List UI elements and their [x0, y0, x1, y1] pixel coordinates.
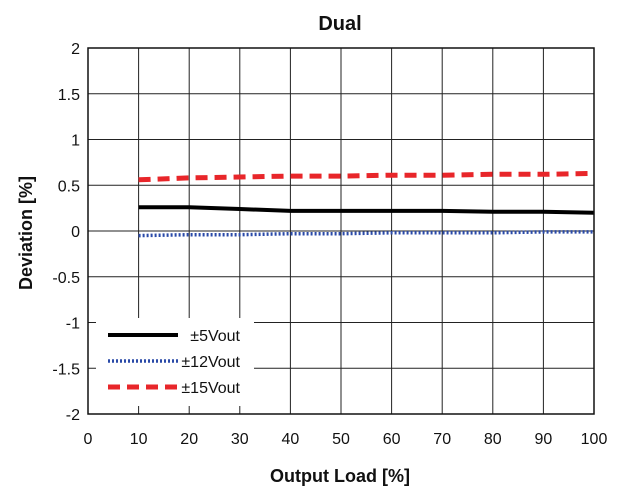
x-tick-label: 60 — [383, 431, 401, 448]
y-tick-label: 1 — [71, 133, 80, 150]
legend-label: ±15Vout — [181, 380, 240, 397]
x-tick-label: 10 — [130, 431, 148, 448]
x-tick-label: 50 — [332, 431, 350, 448]
y-tick-label: 1.5 — [58, 87, 80, 104]
x-tick-label: 30 — [231, 431, 249, 448]
y-axis-label: Deviation [%] — [16, 176, 36, 290]
legend: ±5Vout ±12Vout ±15Vout — [96, 318, 254, 406]
series-line — [138, 205, 595, 215]
x-tick-label: 40 — [282, 431, 300, 448]
series-line — [138, 170, 595, 183]
plot-frame — [87, 47, 595, 415]
legend-label: ±5Vout — [190, 328, 240, 345]
series-line — [138, 230, 594, 238]
legend-box — [96, 318, 254, 406]
x-tick-label: 0 — [84, 431, 93, 448]
x-tick-label: 100 — [581, 431, 608, 448]
x-tick-label: 80 — [484, 431, 502, 448]
y-tick-label: 0 — [71, 224, 80, 241]
x-tick-labels: 0 10 20 30 40 50 60 70 80 90 100 — [84, 431, 608, 448]
y-tick-label: -0.5 — [52, 270, 80, 287]
x-tick-label: 70 — [433, 431, 451, 448]
x-tick-label: 20 — [180, 431, 198, 448]
series-layer — [138, 170, 595, 238]
chart-title: Dual — [318, 13, 361, 35]
y-tick-label: -1.5 — [52, 361, 80, 378]
y-tick-label: -2 — [66, 407, 80, 424]
y-tick-labels: -2 -1.5 -1 -0.5 0 0.5 1 1.5 2 — [52, 41, 80, 424]
y-tick-label: -1 — [66, 316, 80, 333]
x-axis-label: Output Load [%] — [270, 466, 410, 486]
y-tick-label: 0.5 — [58, 178, 80, 195]
y-tick-label: 2 — [71, 41, 80, 58]
x-tick-label: 90 — [535, 431, 553, 448]
legend-label: ±12Vout — [181, 354, 240, 371]
